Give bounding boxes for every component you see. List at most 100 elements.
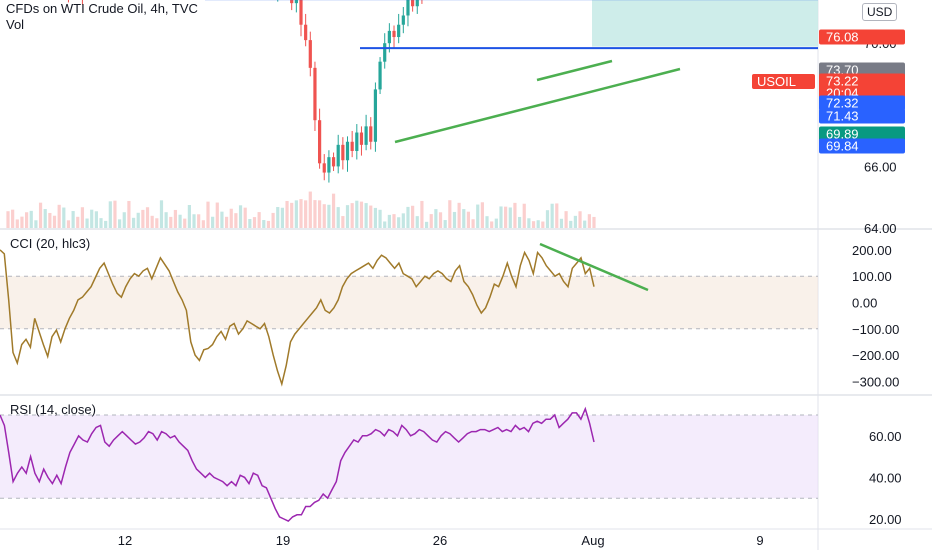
time-tick-label: 12 — [118, 533, 132, 548]
volume-bar — [587, 214, 591, 228]
cci-tick-label: 100.00 — [852, 269, 892, 284]
volume-bar — [104, 220, 108, 228]
volume-bar — [150, 215, 154, 228]
volume-bar — [25, 212, 29, 228]
volume-bar — [434, 209, 438, 228]
volume-bar — [522, 203, 526, 228]
volume-bar — [211, 216, 215, 228]
volume-bar — [383, 221, 387, 228]
volume-bar — [392, 214, 396, 228]
volume-bar — [90, 209, 94, 228]
volume-bar — [94, 211, 98, 228]
volume-bar — [76, 216, 80, 228]
volume-bar — [327, 204, 331, 228]
volume-bar — [411, 205, 415, 228]
candle — [294, 0, 298, 4]
rsi-tick-label: 40.00 — [869, 470, 902, 485]
candle — [341, 144, 345, 161]
volume-bar — [336, 207, 340, 228]
volume-bar — [85, 218, 89, 228]
line3-price-badge — [819, 138, 905, 154]
volume-bar — [43, 209, 47, 228]
candle — [401, 15, 405, 25]
volume-bar — [550, 203, 554, 228]
volume-bar — [583, 220, 587, 228]
volume-bar — [257, 212, 261, 228]
candle — [350, 141, 354, 151]
volume-bar — [578, 211, 582, 228]
volume-bar — [406, 206, 410, 228]
time-tick-label: Aug — [581, 533, 604, 548]
symbol-badge — [752, 74, 815, 89]
candle — [318, 120, 322, 164]
tp-price-badge-text: 76.08 — [826, 30, 859, 45]
volume-bar — [229, 208, 233, 228]
volume-bar — [57, 204, 61, 228]
volume-bar — [345, 205, 350, 228]
tp-price-badge — [819, 29, 905, 45]
volume-bar — [466, 211, 471, 228]
volume-bar — [173, 209, 178, 228]
volume-bar — [234, 213, 238, 228]
time-tick-label: 26 — [433, 533, 447, 548]
candle — [378, 61, 382, 90]
candle — [322, 163, 326, 173]
volume-bar — [490, 221, 494, 228]
volume-bar — [145, 207, 150, 228]
candle — [364, 126, 368, 145]
cci-tick-label: −200.00 — [852, 348, 899, 363]
volume-bar — [183, 218, 187, 228]
volume-bar — [48, 212, 52, 228]
volume-bar — [378, 209, 382, 228]
cci-label: CCI (20, hlc3) — [10, 236, 91, 251]
volume-bar — [71, 211, 75, 228]
volume-bar — [508, 207, 512, 228]
volume-bar — [141, 209, 145, 228]
current-price-badge — [819, 73, 905, 89]
volume-bar — [429, 214, 433, 228]
cci-divergence-trendline — [539, 242, 649, 292]
candle — [397, 24, 401, 38]
candle — [304, 24, 308, 41]
candle — [331, 157, 336, 167]
candle — [387, 30, 391, 44]
candle — [290, 0, 294, 4]
volume-bar — [350, 203, 354, 228]
volume-bar — [573, 215, 577, 228]
candle — [411, 0, 415, 7]
volume-bar — [299, 199, 303, 228]
volume-bar — [243, 207, 247, 228]
volume-bar — [322, 204, 326, 228]
volume-bar — [355, 200, 359, 228]
candle — [373, 89, 378, 142]
volume-bar — [262, 220, 266, 228]
volume-bar — [80, 207, 85, 228]
line2-price-badge — [819, 108, 905, 124]
volume-bar — [438, 212, 443, 228]
volume-bar — [452, 211, 457, 228]
volume-bar — [122, 212, 126, 228]
volume-bar — [448, 200, 452, 228]
volume-bar — [401, 213, 405, 228]
volume-bar — [415, 216, 419, 228]
entry-price-badge — [819, 126, 905, 142]
volume-bar — [178, 214, 182, 228]
volume-bar — [136, 212, 140, 228]
candle — [369, 126, 373, 142]
volume-bar — [34, 220, 38, 228]
volume-bar — [108, 201, 112, 228]
cci-tick-label: −300.00 — [852, 374, 899, 389]
volume-bar — [15, 219, 19, 228]
volume-bar — [364, 203, 368, 228]
volume-bar — [545, 210, 550, 228]
volume-bar — [308, 191, 312, 228]
volume-bar — [266, 220, 271, 228]
currency-button[interactable]: USD — [862, 3, 898, 21]
volume-bar — [169, 216, 173, 228]
volume-bar — [238, 205, 243, 228]
candle — [383, 43, 387, 62]
candle — [336, 144, 340, 167]
volume-bar — [127, 200, 131, 228]
volume-label: Vol — [6, 17, 25, 32]
volume-bar — [341, 216, 345, 228]
